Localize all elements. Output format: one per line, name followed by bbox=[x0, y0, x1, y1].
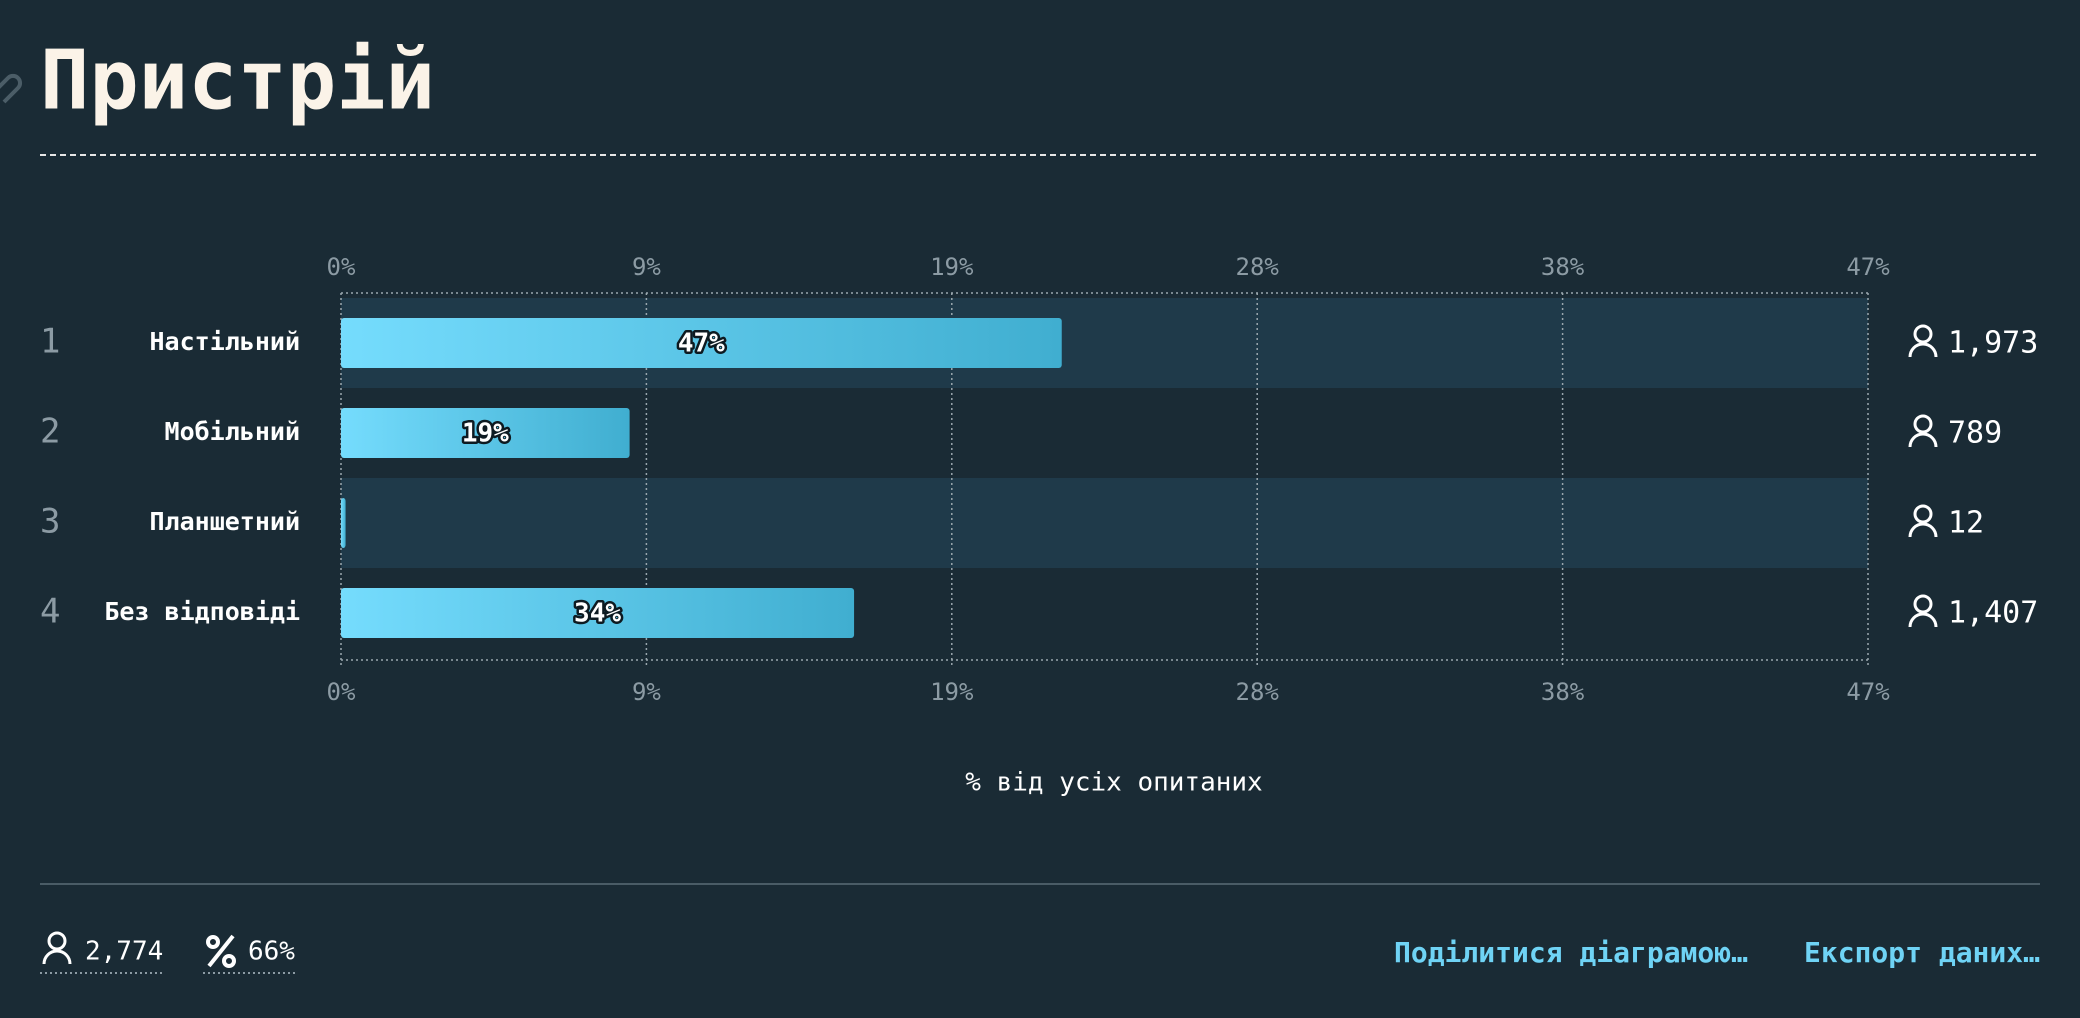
x-tick-label: 47% bbox=[1846, 253, 1890, 281]
percent-total: 66% bbox=[248, 937, 295, 967]
category-label: Планшетний bbox=[149, 507, 300, 536]
respondent-count: 1,407 bbox=[1948, 596, 2038, 631]
link-icon bbox=[0, 73, 23, 104]
x-tick-label: 38% bbox=[1541, 253, 1585, 281]
respondent-count: 12 bbox=[1948, 506, 1984, 541]
person-icon bbox=[1908, 594, 1938, 628]
respondents-icon bbox=[42, 931, 72, 965]
respondent-count: 1,973 bbox=[1948, 326, 2038, 361]
respondent-count: 789 bbox=[1948, 416, 2002, 451]
row-band bbox=[341, 478, 1868, 568]
bar bbox=[341, 408, 630, 458]
rank: 2 bbox=[40, 412, 60, 452]
x-tick-label: 28% bbox=[1236, 678, 1280, 706]
chart-title: Пристрій bbox=[40, 33, 435, 128]
category-label: Настільний bbox=[149, 327, 300, 356]
icon-body bbox=[1908, 612, 1938, 628]
icon-head bbox=[1913, 414, 1933, 434]
icon-body bbox=[1908, 432, 1938, 448]
rank: 3 bbox=[40, 502, 60, 542]
x-tick-label: 9% bbox=[632, 253, 661, 281]
x-tick-label: 47% bbox=[1846, 678, 1890, 706]
value-label: 19% bbox=[462, 419, 509, 449]
icon-body bbox=[1908, 522, 1938, 538]
bar bbox=[341, 498, 346, 548]
bar bbox=[341, 318, 1062, 368]
icon-head bbox=[1913, 324, 1933, 344]
value-label: 47% bbox=[678, 329, 725, 359]
person-icon bbox=[1908, 414, 1938, 448]
x-tick-label: 19% bbox=[930, 678, 974, 706]
percent-icon bbox=[206, 934, 236, 968]
person-icon bbox=[1908, 324, 1938, 358]
value-label: 34% bbox=[574, 599, 621, 629]
x-tick-label: 28% bbox=[1236, 253, 1280, 281]
icon-body bbox=[1908, 342, 1938, 358]
x-tick-label: 0% bbox=[327, 678, 356, 706]
category-label: Без відповіді bbox=[104, 597, 300, 626]
respondents-total: 2,774 bbox=[85, 937, 163, 967]
x-tick-label: 19% bbox=[930, 253, 974, 281]
export-link[interactable]: Експорт даних… bbox=[1804, 936, 2040, 969]
rank: 4 bbox=[40, 592, 60, 632]
share-link[interactable]: Поділитися діаграмою… bbox=[1394, 936, 1748, 969]
x-axis-label: % від усіх опитаних bbox=[965, 768, 1262, 798]
x-tick-label: 9% bbox=[632, 678, 661, 706]
category-label: Мобільний bbox=[165, 417, 300, 446]
rank: 1 bbox=[40, 322, 60, 362]
icon-head bbox=[1913, 594, 1933, 614]
bar bbox=[341, 588, 855, 638]
icon-head bbox=[1913, 504, 1933, 524]
x-tick-label: 38% bbox=[1541, 678, 1585, 706]
x-tick-label: 0% bbox=[327, 253, 356, 281]
person-icon bbox=[1908, 504, 1938, 538]
